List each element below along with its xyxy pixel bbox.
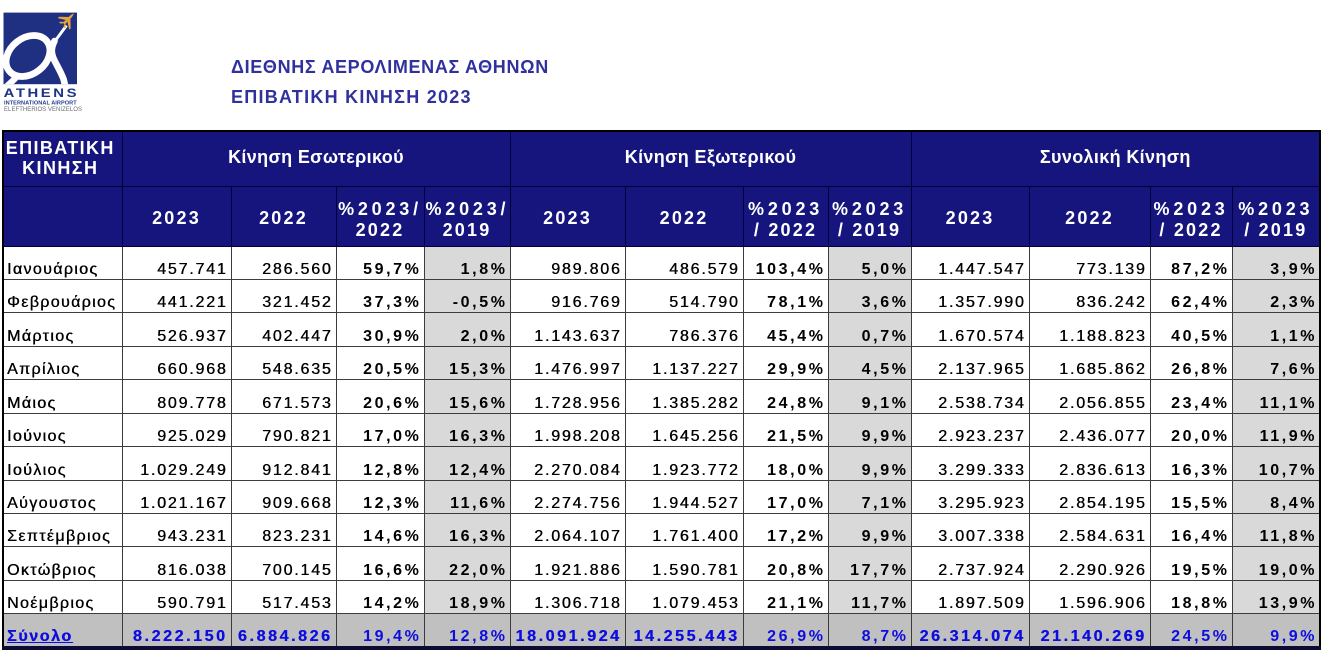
svg-text:ATHENS: ATHENS	[4, 86, 79, 99]
svg-text:INTERNATIONAL AIRPORT: INTERNATIONAL AIRPORT	[4, 101, 77, 107]
svg-text:ELEFTHERIOS VENIZELOS: ELEFTHERIOS VENIZELOS	[4, 107, 82, 113]
